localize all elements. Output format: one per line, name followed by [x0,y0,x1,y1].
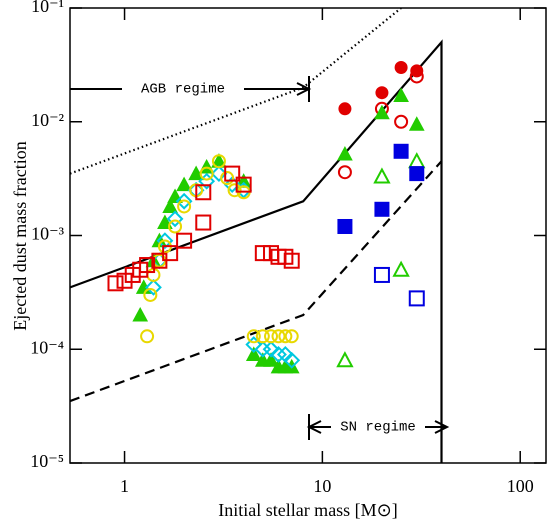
marker-diamond [283,351,301,369]
marker-diamond [166,210,184,228]
marker-triangle [263,352,279,367]
marker-diamond [156,232,174,250]
marker-square [409,166,425,182]
marker-triangle [392,260,410,277]
marker-square [116,272,133,289]
marker-triangle [132,306,149,322]
marker-circle [338,102,352,116]
marker-square [408,290,425,307]
marker-circle [211,154,226,169]
annotation: SN regime [340,420,416,436]
marker-diamond [245,336,263,353]
marker-circle [394,60,408,74]
marker-square [176,232,193,249]
arrowhead [434,420,450,434]
marker-triangle [374,104,390,120]
marker-circle [220,171,235,186]
marker-square [374,201,390,217]
marker-circle [168,219,183,234]
marker-triangle [162,198,178,213]
marker-square [393,143,409,159]
marker-circle [278,329,293,344]
marker-diamond [145,278,162,296]
marker-circle [199,166,214,181]
marker-square [224,165,241,182]
y-tick-label: 10⁻¹ [31,0,64,16]
marker-circle [271,329,286,344]
marker-circle [246,329,261,344]
marker-square [254,245,271,262]
marker-triangle [393,87,409,103]
x-tick-label: 100 [507,476,534,496]
model-line [70,160,443,403]
marker-square [107,275,124,292]
marker-square [337,218,353,234]
marker-circle [140,329,155,344]
marker-circle [394,114,409,129]
marker-diamond [262,340,280,358]
x-tick-label: 1 [120,476,129,496]
x-tick-label: 10 [313,476,331,496]
marker-triangle [167,188,183,204]
marker-circle [255,329,270,344]
marker-diamond [175,192,193,210]
plot-area [70,8,443,463]
marker-circle [264,329,279,344]
marker-circle [409,69,424,84]
y-tick-label: 10⁻³ [31,224,65,244]
marker-triangle [408,152,426,169]
marker-circle [143,287,158,302]
marker-triangle [373,167,391,184]
marker-square [195,214,212,231]
marker-circle [337,165,352,180]
marker-square [195,184,212,201]
x-axis-label: Initial stellar mass [M⊙] [218,500,398,520]
marker-circle [177,199,192,214]
marker-triangle [245,346,262,361]
y-tick-label: 10⁻⁵ [30,451,64,471]
y-axis-label: Ejected dust mass fraction [10,141,30,330]
model-line [70,8,402,175]
marker-triangle [337,145,353,161]
marker-triangle [336,351,354,368]
y-tick-label: 10⁻⁴ [30,337,64,357]
marker-square [373,266,390,283]
marker-square [162,245,179,262]
y-tick-label: 10⁻² [31,110,64,130]
marker-square [235,176,252,193]
annotation: AGB regime [141,82,225,98]
marker-square [283,252,300,269]
model-line [70,39,443,463]
marker-square [139,257,156,274]
marker-diamond [270,346,287,363]
marker-circle [375,86,389,100]
marker-circle [284,329,299,344]
marker-circle [227,183,242,198]
marker-triangle [408,116,425,131]
marker-triangle [176,176,192,192]
marker-diamond [198,172,216,190]
marker-diamond [210,165,228,183]
